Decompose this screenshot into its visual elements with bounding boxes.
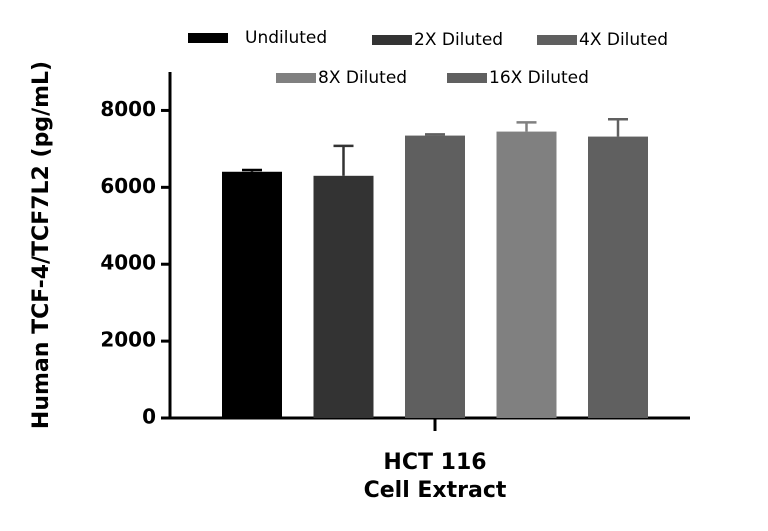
y-axis-label: Human TCF-4/TCF7L2 (pg/mL) bbox=[29, 61, 54, 429]
x-tick-label: HCT 116 bbox=[383, 450, 486, 475]
bar bbox=[405, 135, 465, 419]
error-bar bbox=[608, 118, 628, 137]
legend-label: 8X Diluted bbox=[318, 68, 407, 88]
legend-swatch bbox=[188, 33, 228, 43]
error-bar bbox=[516, 121, 537, 132]
y-tick-label: 2000 bbox=[100, 328, 156, 352]
error-bar bbox=[425, 133, 445, 136]
bar bbox=[222, 171, 282, 418]
legend-label: Undiluted bbox=[245, 28, 327, 48]
legend-swatch bbox=[276, 73, 316, 83]
y-tick-label: 6000 bbox=[100, 174, 156, 198]
legend-swatch bbox=[447, 73, 487, 83]
x-tick-label: Cell Extract bbox=[364, 478, 507, 503]
y-tick-label: 0 bbox=[142, 405, 156, 429]
y-tick-label: 8000 bbox=[100, 97, 156, 121]
legend-label: 16X Diluted bbox=[489, 68, 589, 88]
legend-swatch bbox=[537, 35, 577, 45]
bar bbox=[313, 175, 374, 418]
error-bar bbox=[242, 168, 262, 172]
legend-label: 2X Diluted bbox=[414, 30, 503, 50]
bar bbox=[496, 131, 557, 419]
error-bar bbox=[333, 144, 354, 176]
y-tick-label: 4000 bbox=[100, 251, 156, 275]
legend-label: 4X Diluted bbox=[579, 30, 668, 50]
legend-swatch bbox=[372, 35, 412, 45]
bar bbox=[588, 136, 648, 418]
